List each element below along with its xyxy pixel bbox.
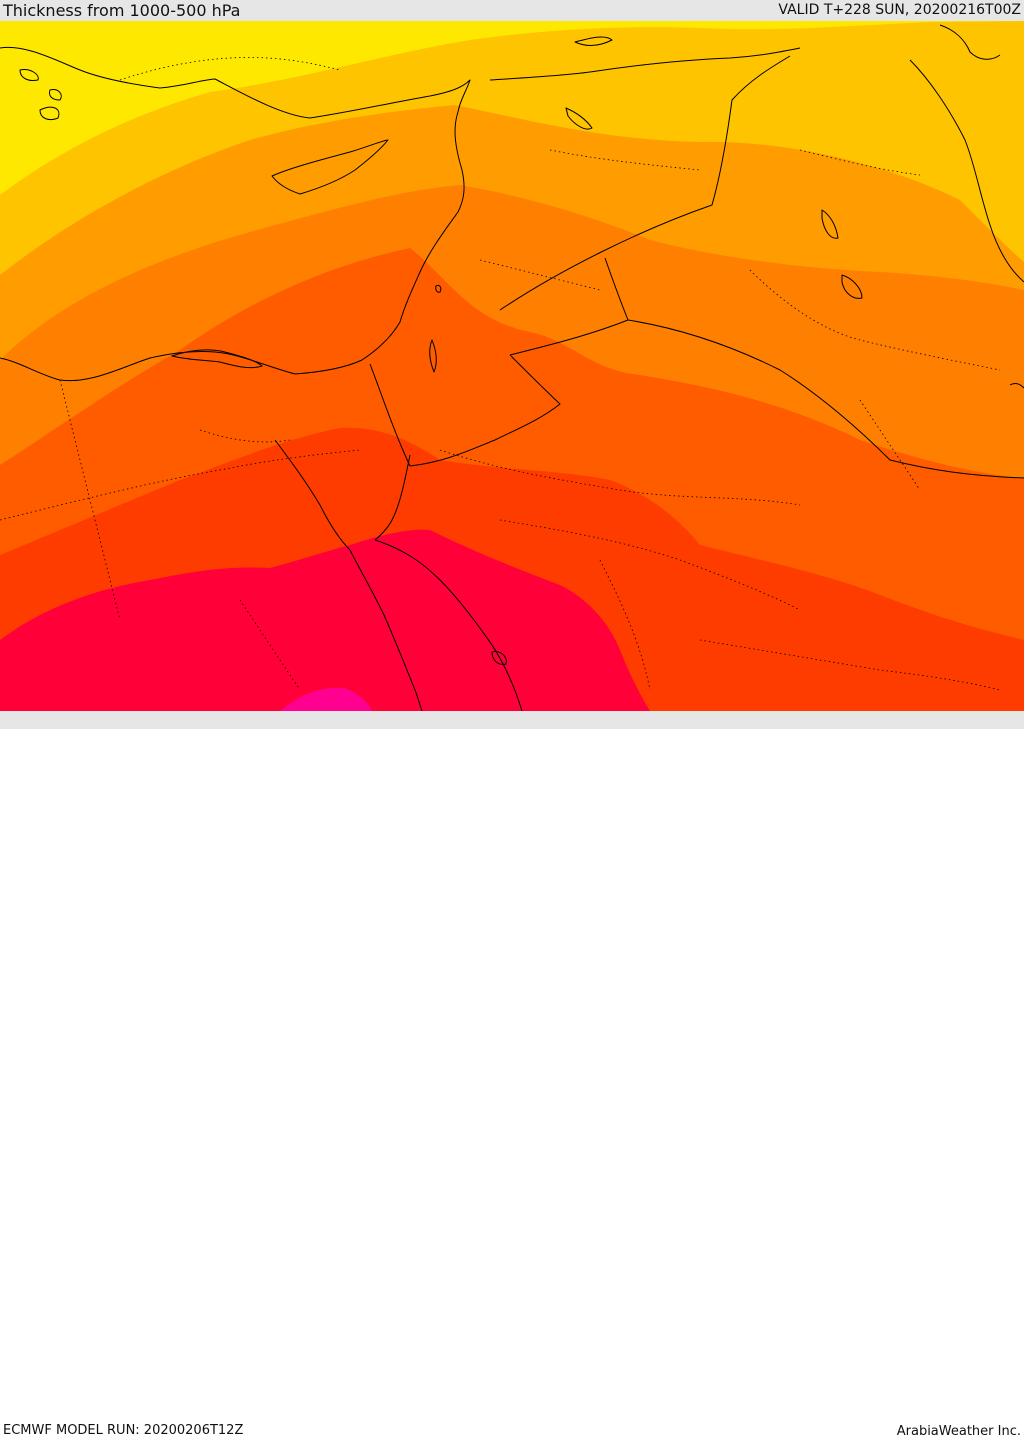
map-title: Thickness from 1000-500 hPa [3,1,241,20]
lake-assad [565,107,593,130]
sea-of-galilee [435,285,442,293]
band-crimson [0,529,650,711]
iraq-iran-border [909,59,1024,283]
gulf-of-aqaba [374,454,411,541]
band-magenta [280,687,372,711]
red-sea-east-coast [374,539,523,711]
aegean-islands [19,69,62,121]
model-run-label: ECMWF MODEL RUN: 20200206T12Z [3,1423,244,1438]
saudi-jordan-border [509,257,629,356]
levant-coast [294,111,465,375]
cyprus [271,139,389,195]
turkey-syria-border [489,47,801,81]
egypt-north-coast [0,350,296,382]
lake-van [574,36,613,47]
saudi-iraq-border [627,319,1024,479]
caspian-coast [939,24,1001,60]
farasan-islands [491,651,507,665]
footer-bar: ECMWF MODEL RUN: 20200206T12Z ArabiaWeat… [0,711,1024,1439]
valid-time-label: VALID T+228 SUN, 20200216T00Z [778,2,1021,18]
thickness-map [0,21,1024,711]
header-bar: Thickness from 1000-500 hPa VALID T+228 … [0,0,1024,21]
coastlines [0,24,1024,711]
credit-label: ArabiaWeather Inc. [896,1424,1021,1439]
jordan-saudi-south [409,354,561,467]
red-sea-west-coast [349,549,423,711]
lake-tharthar [821,209,839,239]
anatolia-coast [0,46,471,119]
gulf-of-suez [274,439,351,551]
nile-delta-lagoon [171,349,263,369]
admin-boundaries [0,57,1001,691]
sinai-border [369,363,411,467]
dead-sea [429,339,437,373]
jordan-iraq-border [499,55,791,311]
gulf-coast-kuwait [1009,383,1024,389]
lake-razazza [841,274,863,299]
